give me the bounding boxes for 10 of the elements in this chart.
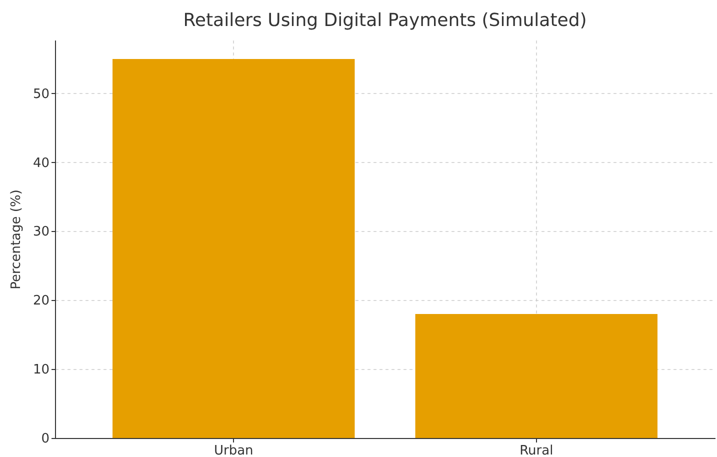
- y-tick-label: 0: [41, 432, 50, 446]
- y-axis-title: Percentage (%): [8, 190, 24, 290]
- x-tick-label: Rural: [520, 444, 554, 457]
- y-tick-label: 10: [32, 362, 50, 378]
- y-tick-label: 20: [32, 294, 50, 309]
- x-tick-label: Urban: [214, 444, 254, 457]
- y-tick-label: 40: [32, 156, 50, 171]
- y-tick-label: 50: [32, 86, 50, 102]
- y-tick-label: 30: [32, 224, 50, 240]
- chart-title: Retailers Using Digital Payments (Simulated): [183, 10, 587, 31]
